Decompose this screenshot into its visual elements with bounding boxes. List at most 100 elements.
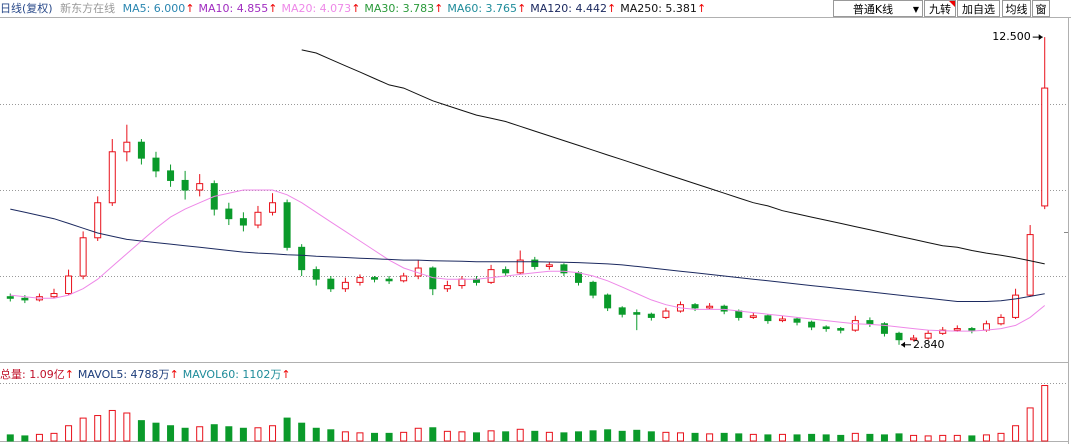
volume-bar (79, 417, 87, 442)
candle-body (749, 315, 757, 318)
volume-bar (50, 432, 58, 442)
volume-bar (560, 432, 568, 442)
candle-body (735, 310, 743, 318)
ma-legend-label: MA20: 4.073 (281, 2, 352, 15)
volume-bar (210, 424, 218, 442)
volume-bar (531, 430, 539, 442)
volume-bar (429, 427, 437, 442)
candle-body (574, 272, 582, 283)
volume-bar (283, 417, 291, 442)
candle-body (604, 294, 612, 309)
candle-body (65, 275, 73, 295)
ma-legend-item: MA250: 5.381↑ (620, 2, 706, 15)
candle-body (618, 307, 626, 315)
candle-body (371, 277, 379, 280)
volume-bar (487, 430, 495, 442)
volume-bar (356, 432, 364, 442)
volume-bar (604, 429, 612, 442)
candle-body (167, 170, 175, 181)
volume-bar (414, 427, 422, 442)
volume-legend-item: MAVOL5: 4788万↑ (78, 368, 179, 381)
ma-legend-label: MA250: 5.381 (620, 2, 697, 15)
button[interactable]: 均线 (1002, 0, 1031, 17)
volume-legend-bar: 总量: 1.09亿↑ MAVOL5: 4788万↑ MAVOL60: 1102万↑ (0, 366, 295, 383)
candle-body (706, 305, 714, 309)
volume-bar (502, 431, 510, 442)
candle-body (196, 183, 204, 191)
stock-name: 新东方在线 (60, 2, 116, 15)
volume-legend-arrow: ↑ (281, 368, 291, 381)
annotation-arrowhead (1038, 34, 1043, 41)
volume-bar (327, 429, 335, 442)
ma-legend-item: MA5: 6.000↑ (123, 2, 195, 15)
ma-legend-item: MA20: 4.073↑ (281, 2, 360, 15)
candle-body (720, 305, 728, 312)
volume-bar (618, 430, 626, 442)
volume-bar (910, 434, 918, 442)
volume-bar (793, 434, 801, 442)
candle-body (137, 141, 145, 159)
ma-legend-item: MA120: 4.442↑ (530, 2, 616, 15)
candle-body (400, 275, 408, 282)
button-label: 均线 (1005, 3, 1028, 16)
candle-body (764, 315, 772, 322)
volume-bar (574, 431, 582, 442)
candle-body (341, 281, 349, 290)
volume-bar (458, 431, 466, 442)
volume-bar (239, 427, 247, 442)
ma-line (10, 189, 1046, 332)
ma-legend-arrow: ↑ (434, 2, 444, 15)
candle-body (6, 296, 14, 299)
candle-body (312, 269, 320, 280)
volume-legend-label: MAVOL60: 1102万 (182, 368, 282, 381)
candle-body (997, 316, 1005, 325)
volume-bar (968, 435, 976, 442)
button[interactable]: 九转 (924, 0, 956, 17)
candle-body (429, 267, 437, 290)
candle-body (254, 211, 262, 226)
volume-bar (108, 409, 116, 442)
annotation-arrowhead (901, 341, 906, 348)
button[interactable]: 加自选 (957, 0, 1000, 17)
volume-legend-label: MAVOL5: 4788万 (77, 368, 170, 381)
candle-body (851, 320, 859, 331)
volume-bar (400, 431, 408, 442)
button[interactable]: 窗 (1032, 0, 1050, 17)
candle-body (837, 328, 845, 331)
volume-bar (473, 432, 481, 442)
volume-bar (633, 429, 641, 442)
candle-body (589, 281, 597, 296)
volume-bar (341, 431, 349, 442)
volume-bar (706, 433, 714, 442)
ma-legend-item: MA60: 3.765↑ (447, 2, 526, 15)
volume-bar (443, 430, 451, 442)
candle-body (269, 202, 277, 213)
volume-legend-arrow: ↑ (169, 368, 179, 381)
candle-body (647, 313, 655, 318)
volume-bar (1041, 385, 1049, 442)
volume-bar (371, 432, 379, 442)
volume-bar (982, 434, 990, 442)
ma-legend-arrow: ↑ (268, 2, 278, 15)
volume-bar (35, 433, 43, 442)
candle-body (79, 237, 87, 277)
ma-legend-item: MA30: 3.783↑ (364, 2, 443, 15)
kline-type-select[interactable]: 普通K线 ▼ (833, 0, 923, 17)
candle-body (808, 321, 816, 328)
volume-bar (545, 431, 553, 442)
volume-bar (269, 425, 277, 442)
volume-bar (778, 433, 786, 442)
volume-bar (196, 426, 204, 442)
volume-bar (735, 433, 743, 442)
volume-bar (65, 425, 73, 442)
volume-bar (1026, 407, 1034, 442)
volume-bar (225, 426, 233, 442)
candle-body (953, 328, 961, 331)
candle-body (939, 329, 947, 334)
period-label: 日线(复权) (0, 2, 53, 15)
ma-legend-arrow: ↑ (607, 2, 617, 15)
ma-legend-arrow: ↑ (517, 2, 527, 15)
volume-bar (939, 434, 947, 442)
candle-body (94, 202, 102, 239)
